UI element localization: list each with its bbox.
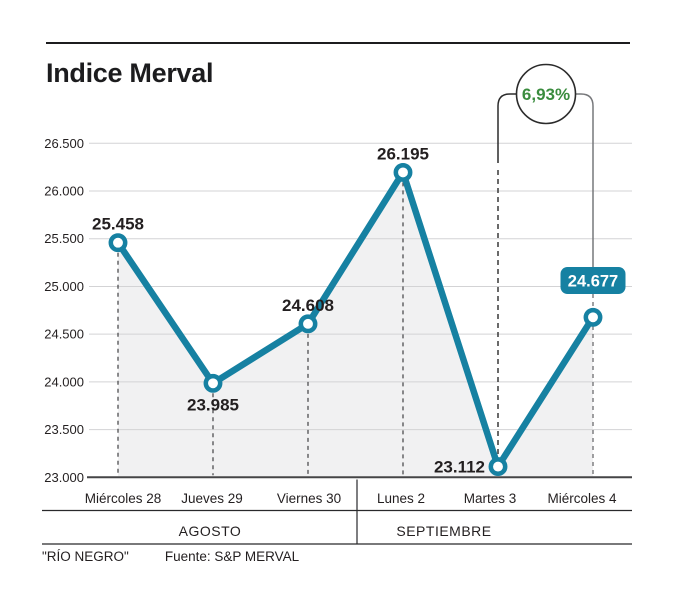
x-axis-month-label: AGOSTO [179, 523, 242, 539]
x-axis-day-label: Jueves 29 [181, 491, 243, 506]
source-label: Fuente: S&P MERVAL [164, 549, 300, 564]
y-axis-tick-label: 25.000 [44, 279, 84, 294]
y-axis-tick-label: 24.500 [44, 327, 84, 342]
data-point-label: 24.608 [282, 296, 334, 315]
annotation-bracket-left [497, 93, 517, 163]
y-axis-tick-label: 24.000 [44, 374, 84, 389]
data-point-marker [393, 162, 413, 182]
data-point-marker [108, 233, 128, 253]
data-point-label: 23.112 [434, 458, 485, 477]
x-axis-month-label: SEPTIEMBRE [396, 523, 491, 539]
highlight-badge [560, 267, 626, 294]
trend-line [114, 169, 597, 470]
y-axis-tick-label: 23.000 [44, 470, 84, 485]
annotation-bracket-right [575, 93, 594, 267]
x-axis-day-label: Lunes 2 [377, 491, 425, 506]
y-axis-tick-label: 25.500 [44, 231, 84, 246]
data-point-marker [583, 307, 603, 327]
data-point-label: 26.195 [377, 144, 429, 163]
data-point-label: 23.985 [187, 395, 239, 414]
chart-footer: "RÍO NEGRO" Fuente: S&P MERVAL [42, 549, 642, 564]
y-axis-tick-label: 26.500 [44, 136, 84, 151]
annotation-percentage-label: 6,93% [522, 85, 570, 104]
data-point-marker [298, 314, 318, 334]
highlight-badge-label: 24.677 [568, 273, 618, 291]
y-axis-tick-label: 26.000 [44, 184, 84, 199]
data-point-label: 25.458 [92, 215, 144, 234]
credit-label: "RÍO NEGRO" [42, 549, 129, 564]
data-point-marker [488, 457, 508, 477]
annotation-circle [515, 63, 577, 125]
y-axis-tick-label: 23.500 [44, 422, 84, 437]
data-point-marker [203, 373, 223, 393]
x-axis-day-label: Miércoles 4 [547, 491, 617, 506]
x-axis-day-label: Martes 3 [464, 491, 517, 506]
x-axis-day-label: Viernes 30 [277, 491, 341, 506]
x-axis-day-label: Miércoles 28 [85, 491, 162, 506]
chart-title: Indice Merval [46, 58, 214, 88]
top-rule [46, 42, 630, 44]
